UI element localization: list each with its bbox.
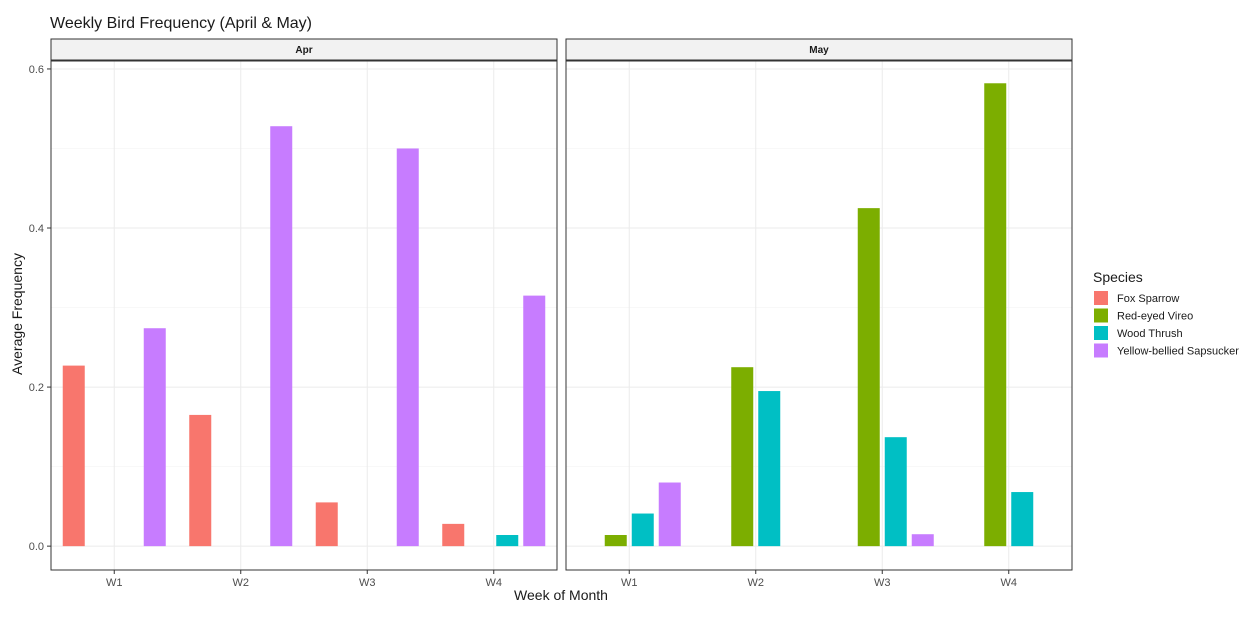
legend-label: Fox Sparrow — [1117, 293, 1179, 305]
y-axis-title: Average Frequency — [9, 253, 25, 375]
facet-strip-label: Apr — [295, 45, 312, 56]
x-axis-title: Week of Month — [514, 587, 608, 603]
legend: Species Fox Sparrow Red-eyed Vireo Wood Th… — [1093, 269, 1239, 358]
bar-fox-sparrow-w1 — [62, 365, 85, 547]
bar-fox-sparrow-w2 — [189, 414, 212, 547]
bar-yellow-bellied-sapsucker-w1 — [143, 328, 166, 547]
x-tick-label: W3 — [359, 577, 376, 589]
panel-may: May W1 W2 W3 W4 — [565, 38, 1073, 589]
legend-label: Yellow-bellied Sapsucker — [1117, 346, 1239, 358]
facet-strip — [50, 38, 558, 61]
x-tick-label: W4 — [486, 577, 503, 589]
legend-label: Wood Thrush — [1117, 328, 1183, 340]
bar-yellow-bellied-sapsucker-w2 — [270, 126, 293, 547]
x-tick-label: W3 — [874, 577, 891, 589]
legend-swatch — [1094, 291, 1108, 305]
facet-strip-label: May — [809, 45, 829, 56]
bar-fox-sparrow-w4 — [442, 523, 465, 547]
bar-yellow-bellied-sapsucker-w1 — [658, 482, 681, 547]
bar-wood-thrush-w4 — [496, 535, 519, 547]
facet-panels: Apr W1 W2 W3 W4 May W1 W2 W3 W4 0.0 0.2 0.4 0.6 — [29, 38, 1073, 589]
y-tick-label: 0.2 — [29, 382, 44, 394]
bar-red-eyed-vireo-w2 — [731, 367, 754, 547]
legend-swatch — [1094, 343, 1108, 358]
bar-red-eyed-vireo-w1 — [604, 535, 627, 547]
facet-strip — [565, 38, 1073, 61]
bar-wood-thrush-w4 — [1011, 492, 1034, 547]
panel-border — [565, 60, 1073, 571]
bar-yellow-bellied-sapsucker-w3 — [396, 148, 419, 547]
bar-wood-thrush-w2 — [758, 391, 781, 547]
x-tick-label: W2 — [233, 577, 250, 589]
legend-title: Species — [1093, 269, 1143, 285]
y-tick-label: 0.0 — [29, 541, 44, 553]
legend-label: Red-eyed Vireo — [1117, 311, 1193, 323]
bar-red-eyed-vireo-w3 — [857, 208, 880, 547]
legend-swatch — [1094, 326, 1108, 340]
panel-apr: Apr W1 W2 W3 W4 — [50, 38, 558, 589]
y-tick-label: 0.6 — [29, 64, 44, 76]
x-tick-label: W4 — [1001, 577, 1018, 589]
bar-wood-thrush-w1 — [631, 513, 654, 547]
y-tick-label: 0.4 — [29, 223, 44, 235]
bar-red-eyed-vireo-w4 — [984, 83, 1007, 547]
chart-title: Weekly Bird Frequency (April & May) — [50, 15, 312, 32]
bar-yellow-bellied-sapsucker-w3 — [911, 534, 934, 547]
x-tick-label: W1 — [106, 577, 123, 589]
bar-yellow-bellied-sapsucker-w4 — [523, 295, 546, 547]
x-tick-label: W1 — [621, 577, 638, 589]
x-tick-label: W2 — [748, 577, 765, 589]
legend-swatch — [1094, 308, 1108, 323]
y-axis: 0.0 0.2 0.4 0.6 — [29, 64, 51, 553]
panel-border — [50, 60, 558, 571]
bar-wood-thrush-w3 — [884, 437, 907, 547]
bar-fox-sparrow-w3 — [315, 502, 338, 547]
